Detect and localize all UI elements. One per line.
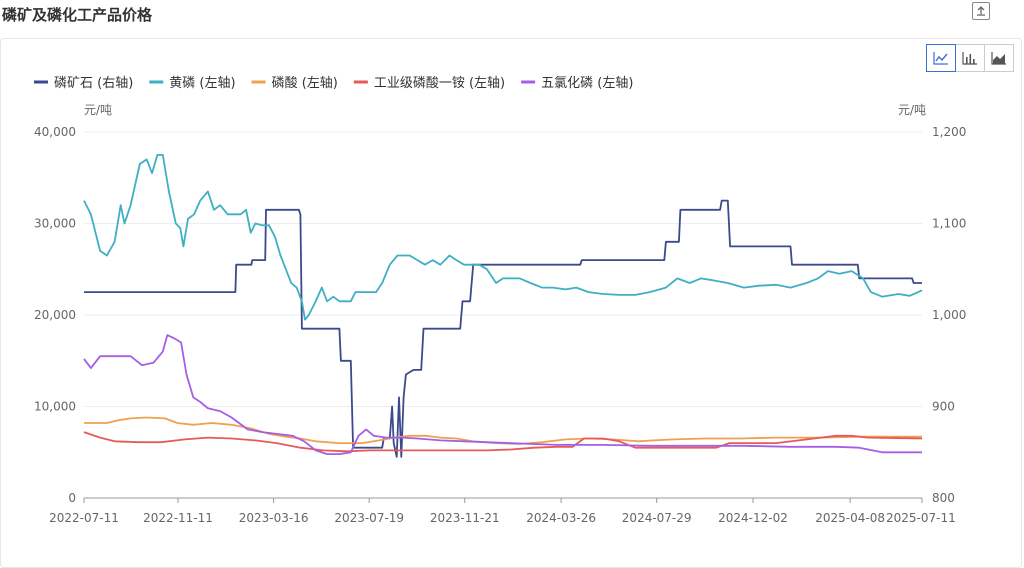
x-tick-label: 2022-07-11	[49, 511, 119, 525]
right-tick-label: 1,100	[932, 217, 966, 231]
legend: 磷矿石 (右轴) 黄磷 (左轴) 磷酸 (左轴) 工业级磷酸一铵 (左轴) 五氯化磷 (…	[34, 76, 633, 91]
export-button[interactable]	[972, 2, 990, 20]
legend-label: 五氯化磷 (左轴)	[541, 76, 633, 91]
legend-item[interactable]: 工业级磷酸一铵 (左轴)	[353, 76, 505, 91]
series-line	[83, 431, 923, 453]
area-chart-button[interactable]	[984, 44, 1014, 72]
right-tick-label: 800	[932, 491, 955, 505]
series-line	[83, 153, 923, 321]
x-tick-label: 2022-11-11	[143, 511, 213, 525]
legend-label: 磷矿石 (右轴)	[54, 76, 133, 91]
x-tick-label: 2023-11-21	[430, 511, 500, 525]
grid-lines	[84, 131, 922, 499]
series-line	[83, 334, 922, 456]
legend-label: 工业级磷酸一铵 (左轴)	[374, 76, 505, 91]
line-chart-button[interactable]	[926, 44, 956, 72]
x-tick-label: 2024-07-29	[622, 511, 692, 525]
legend-item[interactable]: 磷矿石 (右轴)	[34, 76, 133, 91]
left-tick-label: 30,000	[34, 217, 76, 231]
series-lines	[83, 153, 923, 458]
left-tick-label: 10,000	[34, 400, 76, 414]
series-line	[84, 416, 922, 445]
right-tick-label: 900	[932, 400, 955, 414]
chart-type-toggle	[926, 44, 1014, 72]
export-icon	[977, 6, 985, 16]
legend-label: 黄磷 (左轴)	[169, 76, 235, 91]
line-chart-icon	[933, 52, 948, 65]
left-tick-label: 20,000	[34, 308, 76, 322]
series-line	[84, 199, 922, 458]
left-tick-label: 40,000	[34, 125, 76, 139]
right-tick-label: 1,000	[932, 308, 966, 322]
left-axis: 0 10,000 20,000 30,000 40,000	[34, 125, 76, 505]
right-tick-label: 1,200	[932, 125, 966, 139]
area-chart-icon	[991, 52, 1006, 65]
right-axis: 800 900 1,000 1,100 1,200	[932, 125, 966, 505]
legend-item[interactable]: 黄磷 (左轴)	[149, 76, 236, 91]
left-axis-unit: 元/吨	[84, 103, 112, 117]
x-tick-label: 2025-07-11	[886, 511, 956, 525]
x-axis: 2022-07-11 2022-11-11 2023-03-16 2023-07-19…	[49, 498, 956, 525]
x-tick-label: 2024-12-02	[718, 511, 788, 525]
x-tick-label: 2024-03-26	[526, 511, 596, 525]
legend-item[interactable]: 五氯化磷 (左轴)	[521, 76, 633, 91]
bar-chart-icon	[962, 52, 977, 65]
x-tick-label: 2023-07-19	[334, 511, 404, 525]
legend-item[interactable]: 磷酸 (左轴)	[251, 76, 338, 91]
page-title: 磷矿及磷化工产品价格	[2, 6, 153, 24]
bar-chart-button[interactable]	[955, 44, 985, 72]
legend-label: 磷酸 (左轴)	[272, 76, 338, 91]
left-tick-label: 0	[68, 491, 76, 505]
right-axis-unit: 元/吨	[898, 103, 926, 117]
x-tick-label: 2025-04-08	[815, 511, 885, 525]
x-tick-label: 2023-03-16	[239, 511, 309, 525]
